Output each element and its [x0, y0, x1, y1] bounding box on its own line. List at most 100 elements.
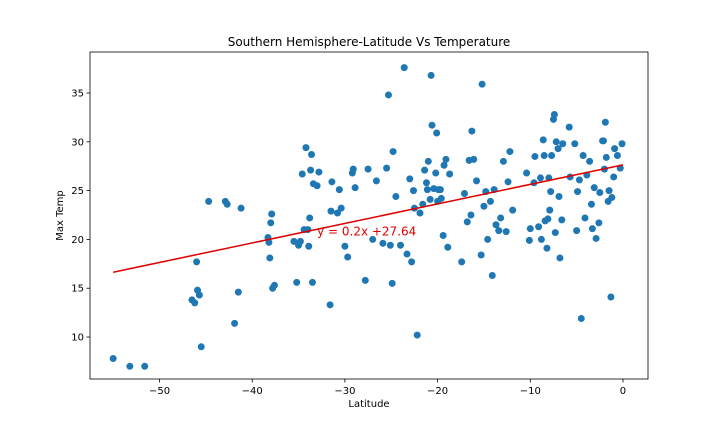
- data-point: [575, 176, 583, 184]
- data-point: [550, 110, 558, 118]
- data-point: [480, 202, 488, 210]
- data-point: [270, 281, 278, 289]
- data-point: [234, 288, 242, 296]
- data-point: [372, 177, 380, 185]
- data-point: [488, 272, 496, 280]
- data-point: [525, 236, 533, 244]
- regression-line-group: y = 0.2x +27.64: [113, 164, 624, 273]
- data-point: [559, 140, 567, 148]
- data-point: [618, 140, 626, 148]
- data-point: [592, 234, 600, 242]
- data-point: [440, 161, 448, 169]
- data-point: [302, 144, 310, 152]
- data-point: [547, 188, 555, 196]
- data-point: [605, 187, 613, 195]
- data-point: [468, 127, 476, 135]
- data-point: [470, 155, 478, 163]
- data-point: [327, 207, 335, 215]
- data-point: [588, 225, 596, 233]
- data-point: [109, 355, 117, 363]
- x-tick-label: −40: [242, 386, 263, 397]
- data-point: [326, 301, 334, 309]
- y-axis-label: Max Temp: [55, 190, 66, 241]
- data-point: [473, 177, 481, 185]
- data-point: [555, 192, 563, 200]
- data-point: [383, 164, 391, 172]
- data-point: [231, 319, 239, 327]
- data-point: [437, 194, 445, 202]
- data-point: [267, 219, 275, 227]
- data-point: [548, 151, 556, 159]
- data-point: [428, 121, 436, 129]
- data-point: [223, 200, 231, 208]
- data-point: [315, 168, 323, 176]
- data-point: [531, 152, 539, 160]
- data-point: [544, 215, 552, 223]
- data-point: [537, 235, 545, 243]
- data-point: [369, 235, 377, 243]
- data-point: [600, 137, 608, 145]
- data-point: [595, 219, 603, 227]
- data-point: [266, 254, 274, 262]
- data-point: [539, 136, 547, 144]
- data-point: [364, 165, 372, 173]
- data-point: [611, 145, 619, 153]
- plot-area: −50 −40 −30 −20 −10 0 10 15 20 25 30 35 y = 0.2x +…: [71, 51, 649, 397]
- data-point: [341, 242, 349, 250]
- data-point: [596, 189, 604, 197]
- data-point: [298, 170, 306, 178]
- x-tick-label: −10: [520, 386, 541, 397]
- data-point: [497, 214, 505, 222]
- x-tick-label: −50: [149, 386, 170, 397]
- y-tick-label: 25: [71, 186, 84, 197]
- data-point: [509, 206, 517, 214]
- data-point: [397, 241, 405, 249]
- y-tick-label: 15: [71, 284, 84, 295]
- data-point: [554, 145, 562, 153]
- data-point: [351, 184, 359, 192]
- data-point: [406, 175, 414, 183]
- data-point: [608, 193, 616, 201]
- data-point: [392, 192, 400, 200]
- axes-frame: [89, 51, 649, 380]
- data-point: [306, 214, 314, 222]
- data-point: [551, 229, 559, 237]
- data-point: [546, 206, 554, 214]
- data-point: [492, 221, 500, 229]
- data-point: [141, 362, 149, 370]
- data-point: [442, 155, 450, 163]
- data-point: [379, 239, 387, 247]
- y-tick-label: 30: [71, 137, 84, 148]
- data-point: [502, 228, 510, 236]
- data-point: [526, 225, 534, 233]
- data-point: [388, 279, 396, 287]
- data-point: [573, 227, 581, 235]
- data-point: [446, 170, 454, 178]
- y-tick-label: 10: [71, 333, 84, 344]
- data-point: [610, 173, 618, 181]
- data-point: [581, 214, 589, 222]
- data-point: [477, 251, 485, 259]
- regression-equation-label: y = 0.2x +27.64: [317, 225, 416, 239]
- data-point: [460, 190, 468, 198]
- data-point: [558, 216, 566, 224]
- data-point: [478, 80, 486, 88]
- data-point: [574, 188, 582, 196]
- data-point: [308, 278, 316, 286]
- data-point: [426, 195, 434, 203]
- data-point: [307, 166, 315, 174]
- data-point: [543, 244, 551, 252]
- data-point: [296, 237, 304, 245]
- data-point: [290, 237, 298, 245]
- data-point: [423, 186, 431, 194]
- data-point: [556, 254, 564, 262]
- data-point: [333, 209, 341, 217]
- data-point: [486, 197, 494, 205]
- data-point: [416, 209, 424, 217]
- data-point: [237, 204, 245, 212]
- regression-line: [113, 164, 624, 273]
- data-point: [540, 151, 548, 159]
- data-point: [126, 362, 134, 370]
- data-point: [313, 182, 321, 190]
